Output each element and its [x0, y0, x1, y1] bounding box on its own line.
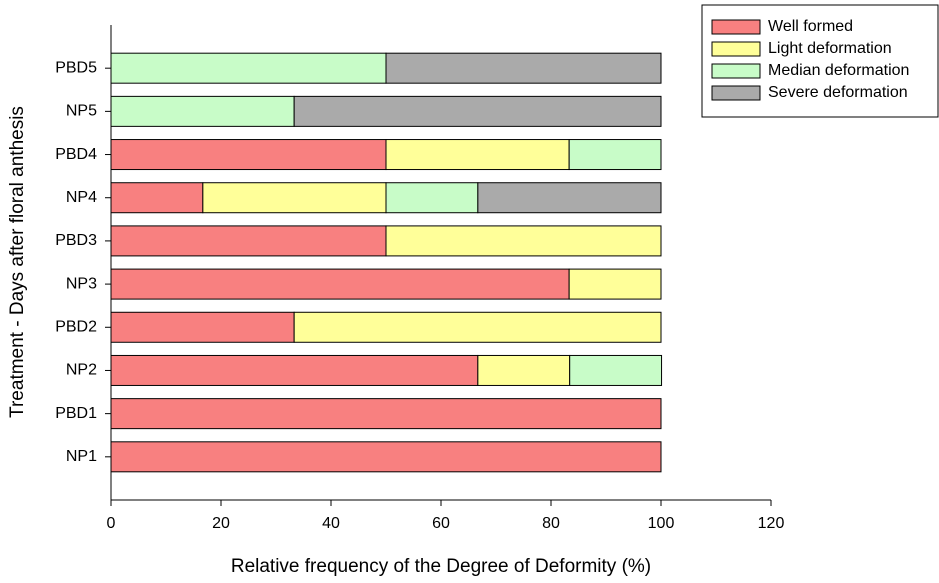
bar-segment: [110, 225, 387, 257]
bar-segment: [477, 182, 662, 214]
bar-segment: [568, 139, 662, 171]
bar-segment: [385, 52, 662, 84]
y-tick-label: PBD2: [55, 318, 97, 335]
bar-segment: [110, 95, 295, 127]
bar-segment: [385, 225, 662, 257]
x-tick-label: 60: [432, 515, 450, 532]
y-tick-label: PBD1: [55, 405, 97, 422]
y-tick-label: PBD4: [55, 146, 97, 163]
legend-swatch: [711, 41, 761, 57]
legend-swatch: [711, 63, 761, 79]
y-tick-label: NP3: [66, 275, 97, 292]
legend-swatch: [711, 19, 761, 35]
bar-segment: [385, 139, 570, 171]
y-tick-label: NP5: [66, 103, 97, 120]
bar-segment: [385, 182, 479, 214]
legend-label: Severe deformation: [768, 84, 908, 101]
x-tick-label: 100: [648, 515, 675, 532]
x-tick-label: 120: [758, 515, 785, 532]
bar-segment: [477, 354, 571, 386]
x-tick-label: 0: [107, 515, 116, 532]
bar-segment: [110, 311, 295, 343]
x-axis-label: Relative frequency of the Degree of Defo…: [231, 556, 651, 577]
bar-segment: [110, 182, 204, 214]
legend-swatch: [711, 85, 761, 101]
y-tick-label: NP2: [66, 362, 97, 379]
y-tick-label: NP4: [66, 189, 97, 206]
y-tick-label: NP1: [66, 448, 97, 465]
x-tick-label: 40: [322, 515, 340, 532]
legend-label: Well formed: [768, 18, 853, 35]
bar-segment: [293, 311, 662, 343]
bar-segment: [202, 182, 387, 214]
bar-segment: [568, 268, 662, 300]
legend-label: Median deformation: [768, 62, 909, 79]
bar-segment: [110, 441, 662, 473]
bar-segment: [293, 95, 662, 127]
y-tick-label: PBD3: [55, 232, 97, 249]
x-tick-label: 80: [542, 515, 560, 532]
bar-segment: [110, 139, 387, 171]
bar-segment: [110, 354, 479, 386]
bar-segment: [110, 398, 662, 430]
legend-label: Light deformation: [768, 40, 892, 57]
y-axis-label: Treatment - Days after floral anthesis: [7, 106, 28, 418]
bar-segment: [110, 268, 570, 300]
bar-segment: [569, 354, 663, 386]
bar-segment: [110, 52, 387, 84]
x-tick-label: 20: [212, 515, 230, 532]
y-tick-label: PBD5: [55, 59, 97, 76]
